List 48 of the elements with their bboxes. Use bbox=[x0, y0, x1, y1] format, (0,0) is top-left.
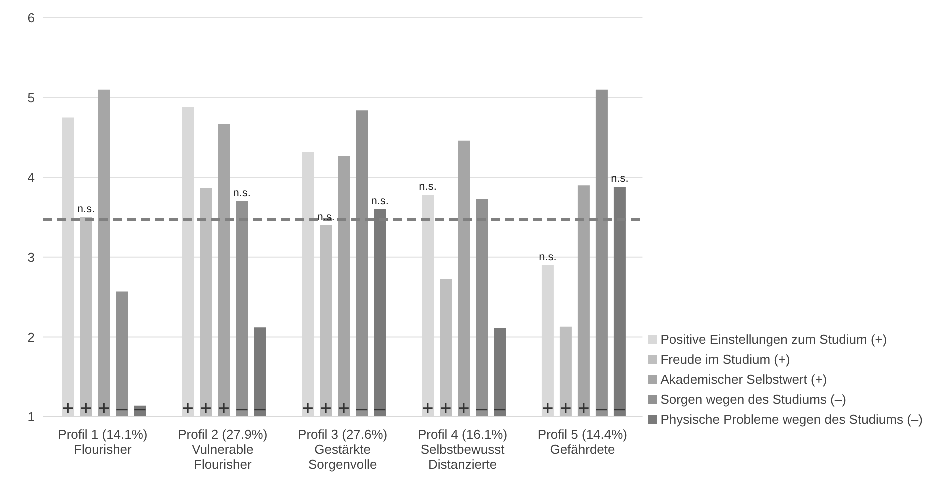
x-tick-label: Profil 2 (27.9%) Vulnerable Flourisher bbox=[178, 427, 268, 472]
annotation: + bbox=[62, 398, 74, 420]
x-tick-label: Profil 4 (16.1%) Selbstbewusst Distanzierte bbox=[418, 427, 508, 472]
annotation: – bbox=[476, 398, 488, 420]
legend-label: Physische Probleme wegen des Studiums (–) bbox=[660, 412, 923, 427]
annotation: – bbox=[134, 398, 147, 420]
annotation: – bbox=[494, 398, 506, 420]
annotation: + bbox=[218, 398, 230, 420]
legend-label: Akademischer Selbstwert (+) bbox=[660, 372, 828, 387]
annotation: + bbox=[200, 398, 212, 420]
data-label: n.s. bbox=[611, 173, 629, 186]
x-tick-label: Profil 1 (14.1%) Flourisher bbox=[58, 427, 148, 457]
x-tick-label: Profil 3 (27.6%) Gestärkte Sorgenvolle bbox=[298, 427, 388, 472]
annotation: + bbox=[560, 398, 572, 420]
legend-label: Positive Einstellungen zum Studium (+) bbox=[660, 332, 888, 347]
y-tick-label: 1 bbox=[28, 410, 35, 425]
data-label: n.s. bbox=[233, 188, 251, 200]
data-label: n.s. bbox=[371, 196, 389, 208]
annotation: + bbox=[578, 398, 590, 420]
annotation: + bbox=[182, 398, 194, 420]
data-label: n.s. bbox=[419, 181, 437, 194]
legend-label: Freude im Studium (+) bbox=[660, 352, 790, 367]
data-label: n.s. bbox=[317, 211, 335, 224]
annotation: + bbox=[542, 398, 554, 420]
annotation: + bbox=[458, 398, 470, 420]
annotation: + bbox=[320, 398, 332, 420]
annotation: – bbox=[356, 398, 369, 420]
annotation: – bbox=[254, 398, 267, 420]
legend-label: Sorgen wegen des Studiums (–) bbox=[660, 392, 846, 407]
annotation: + bbox=[422, 398, 434, 420]
annotation: – bbox=[116, 398, 129, 420]
annotation: – bbox=[596, 398, 608, 420]
annotation: + bbox=[440, 398, 452, 420]
annotation: – bbox=[374, 398, 387, 420]
y-tick-label: 3 bbox=[28, 250, 35, 266]
annotation: + bbox=[80, 398, 92, 420]
annotation: – bbox=[614, 398, 626, 420]
annotation: + bbox=[338, 398, 350, 420]
y-tick-label: 4 bbox=[28, 170, 35, 186]
x-tick-label: Profil 5 (14.4%) Gefährdete bbox=[538, 427, 628, 457]
annotation: + bbox=[302, 398, 314, 420]
data-label: n.s. bbox=[539, 251, 557, 264]
annotation: – bbox=[236, 398, 249, 420]
y-tick-label: 5 bbox=[28, 90, 35, 106]
data-label: n.s. bbox=[77, 204, 96, 216]
annotation: + bbox=[98, 398, 110, 420]
y-tick-label: 6 bbox=[28, 10, 35, 26]
y-tick-label: 2 bbox=[28, 330, 35, 345]
